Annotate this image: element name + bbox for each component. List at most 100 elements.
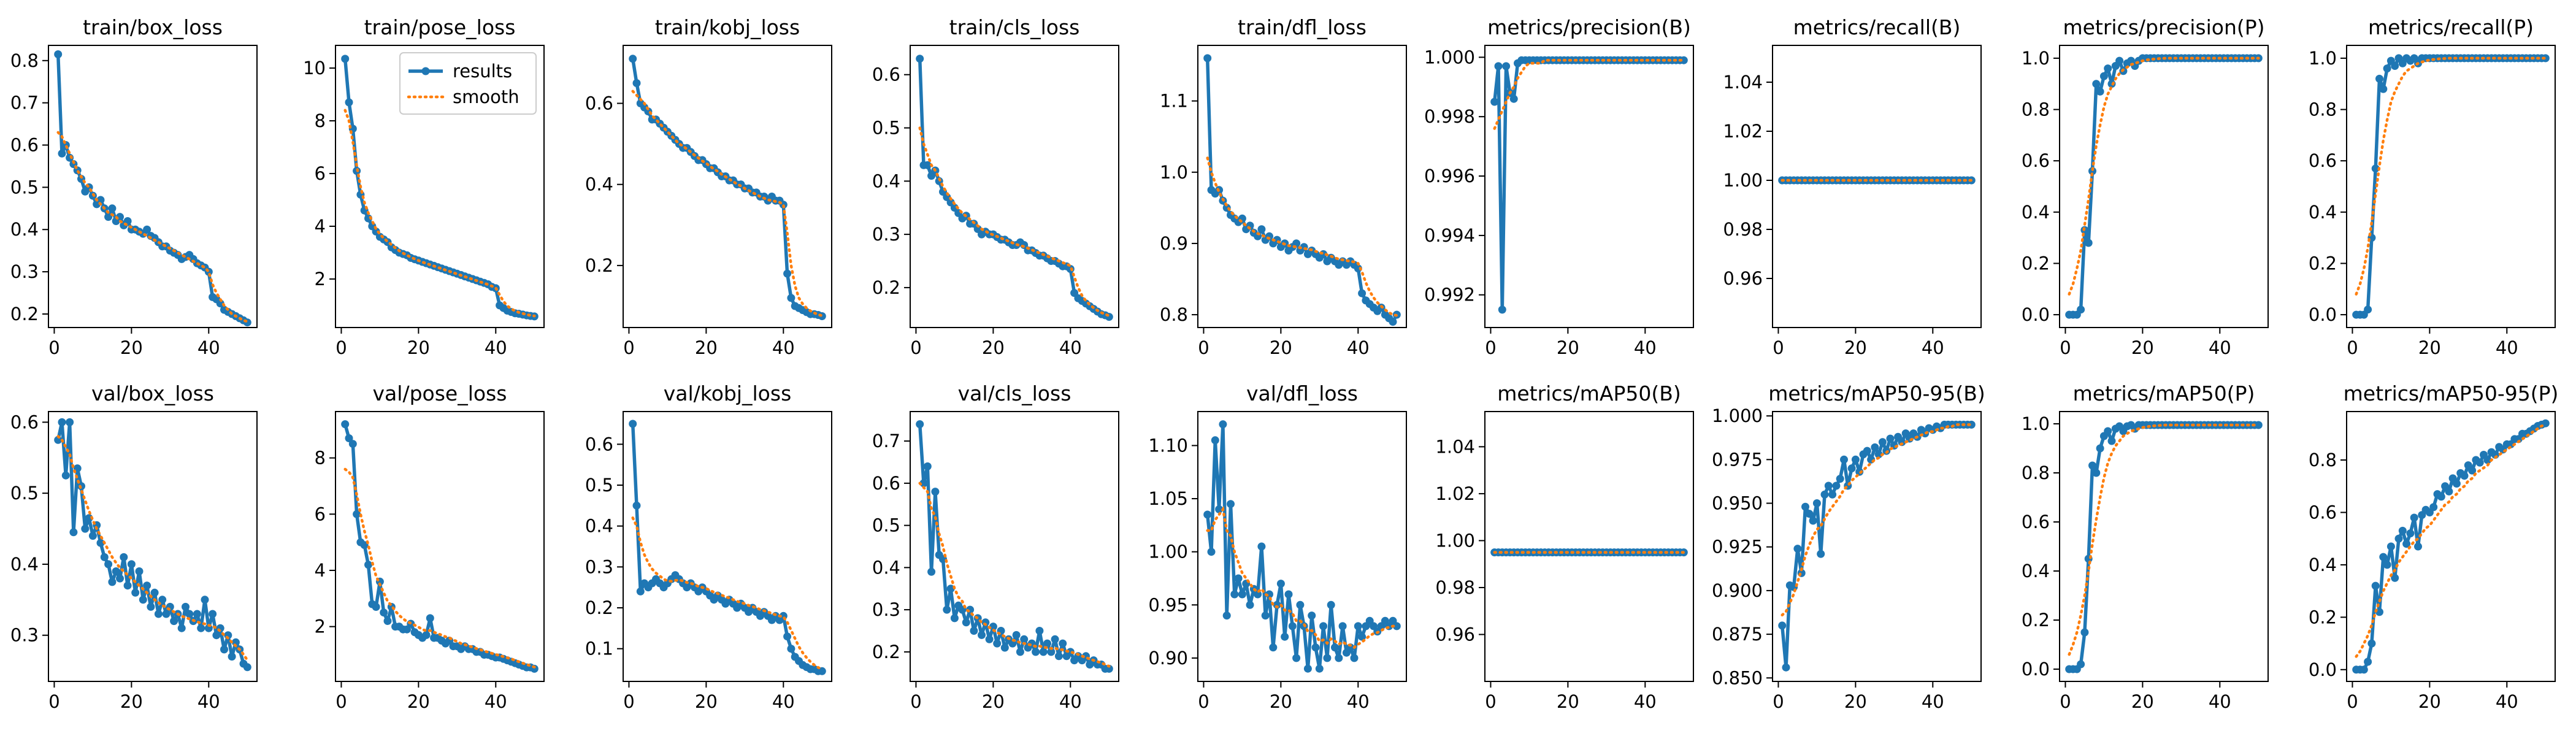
y-tick-label: 0.2 [585,597,613,618]
results-point [372,603,380,611]
y-tick-label: 0.0 [2309,304,2337,325]
y-tick-label: 0.3 [872,599,900,620]
x-tick-label: 20 [2418,691,2441,712]
results-point [1230,590,1239,599]
results-point [2254,421,2263,429]
series-layer [916,55,1113,321]
results-point [1805,510,1814,518]
y-tick-label: 0.3 [10,625,39,646]
y-tick-label: 2 [315,616,326,637]
results-point [1276,580,1285,588]
results-point [943,605,951,614]
subplot: train/kobj_loss 0 20 40 0.2 0.4 0.6 [585,15,832,358]
series-layer [2065,54,2263,319]
x-tick-label: 20 [2418,337,2441,358]
results-point [1032,648,1040,656]
y-tick-label: 0.992 [1424,285,1475,305]
y-tick-label: 0.8 [2309,99,2337,120]
series-layer [341,420,539,673]
y-tick-label: 0.5 [585,475,613,496]
subplot-title: train/kobj_loss [655,15,800,39]
y-tick-label: 0.5 [10,177,39,197]
x-tick-label: 20 [1270,691,1292,712]
subplot: train/pose_loss 0 20 40 2 4 6 8 10 results smooth [303,15,545,358]
x-tick-label: 20 [982,691,1005,712]
x-tick-label: 40 [1347,337,1370,358]
results-point [2383,561,2391,569]
results-point [1319,622,1328,631]
y-tick-label: 1.1 [1160,91,1188,112]
y-tick-label: 0.6 [585,93,613,114]
x-tick-label: 20 [982,337,1005,358]
results-point [403,625,411,634]
results-point [919,479,928,488]
results-point [818,667,826,675]
results-point [927,567,936,576]
y-tick-label: 0.8 [2022,462,2050,483]
x-tick-label: 40 [1059,337,1082,358]
results-point [112,567,120,575]
results-point [2391,62,2399,70]
results-point [2452,480,2461,488]
y-tick-label: 0.950 [1712,493,1763,514]
smooth-series-line [56,435,249,662]
x-tick-label: 20 [120,337,143,358]
y-tick-label: 0.7 [872,431,900,451]
results-point [1502,62,1511,71]
y-tick-label: 0.4 [10,219,39,240]
results-point [629,420,637,428]
results-point [1035,627,1044,635]
x-tick-label: 0 [910,691,921,712]
results-point [2115,56,2124,65]
y-tick-label: 2 [315,269,326,289]
y-tick-label: 1.00 [1723,170,1763,191]
y-tick-label: 0.6 [585,434,613,454]
results-point [2096,444,2104,453]
results-point [96,539,105,547]
results-point [1863,447,1871,455]
x-tick-label: 20 [695,337,718,358]
axes-frame [2346,411,2556,682]
results-point [2367,639,2376,648]
results-point [2414,542,2422,551]
y-tick-label: 0.95 [1148,594,1188,615]
axes-frame [623,45,832,328]
results-point [162,610,171,618]
results-point [2406,529,2415,538]
results-point [1105,664,1113,673]
results-point [2371,164,2380,173]
subplot: metrics/recall(P) 0 20 40 0.0 0.2 0.4 0.6 0.8 1.0 [2309,15,2556,358]
y-tick-label: 10 [303,58,326,79]
y-tick-label: 0.3 [10,261,39,282]
results-point [147,602,155,611]
series-layer [54,418,251,672]
y-tick-label: 0.3 [872,224,900,245]
y-tick-label: 1.0 [2022,48,2050,69]
results-point [61,471,70,480]
y-tick-label: 0.2 [10,304,39,324]
y-tick-label: 0.6 [872,64,900,85]
results-point [916,420,924,429]
y-tick-label: 1.04 [1435,436,1475,457]
x-tick-label: 40 [2496,691,2518,712]
results-point [96,196,105,204]
results-point [185,610,194,618]
subplot-title: train/pose_loss [364,15,516,39]
subplot: val/dfl_loss 0 20 40 0.90 0.95 1.00 1.05 1.10 [1148,381,1407,712]
subplot-title: val/cls_loss [958,381,1071,405]
y-tick-label: 4 [315,216,326,237]
results-point [108,204,117,213]
x-tick-label: 40 [1347,691,1370,712]
results-point [783,632,792,641]
y-tick-label: 0.5 [872,118,900,139]
results-point [2445,487,2453,496]
y-tick-label: 0.4 [585,174,613,195]
results-point [2099,72,2108,80]
results-point [1498,305,1506,314]
smooth-series-line [631,516,824,671]
legend: results smooth [399,52,537,115]
results-point [1016,648,1024,656]
smooth-series-line [2355,423,2547,658]
results-point [1323,654,1332,662]
y-tick-label: 0.975 [1712,449,1763,470]
